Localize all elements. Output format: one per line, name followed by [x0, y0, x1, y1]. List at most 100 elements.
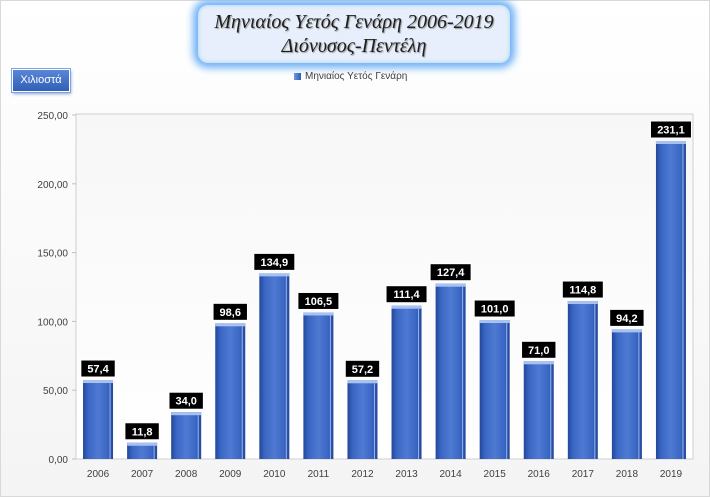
bar-2009: 98,6	[212, 302, 248, 459]
data-label: 34,0	[175, 396, 196, 408]
data-label: 114,8	[569, 285, 596, 297]
bar-2015: 101,0	[473, 299, 516, 459]
bar-top-highlight	[523, 361, 554, 365]
data-label: 134,9	[261, 257, 289, 269]
data-label: 71,0	[528, 345, 549, 357]
x-tick-label: 2006	[87, 469, 110, 480]
data-label-box	[609, 308, 645, 327]
x-axis: 2006 2007 2008 2009 2010 2011 2012 2013 2014 2015…	[87, 469, 683, 480]
bar-top-highlight	[127, 442, 158, 446]
data-label-box	[561, 280, 604, 299]
bar-top-highlight	[303, 312, 334, 316]
x-tick-label: 2012	[351, 469, 374, 480]
bar-top-highlight	[83, 380, 114, 384]
chart-title-line-2: Διόνυσος-Πεντέλη	[281, 35, 427, 57]
y-axis: 0,00 50,00 100,00 150,00 200,00 250,00	[37, 111, 76, 466]
bar-2014: 127,4	[429, 263, 472, 459]
bar-2019: 231,1	[649, 120, 692, 459]
x-tick-label: 2008	[175, 469, 198, 480]
data-label: 106,5	[305, 296, 333, 308]
data-label-box	[429, 263, 472, 282]
y-tick-label: 250,00	[37, 111, 68, 122]
legend-swatch	[294, 72, 301, 80]
y-tick-label: 100,00	[37, 317, 68, 328]
data-label: 231,1	[657, 125, 685, 137]
data-label-box	[212, 302, 248, 321]
bar-body	[479, 320, 510, 459]
data-label: 127,4	[437, 267, 465, 279]
x-tick-label: 2010	[263, 469, 286, 480]
data-label-box	[649, 120, 692, 139]
x-tick-label: 2007	[131, 469, 154, 480]
data-label-box	[473, 299, 516, 318]
bar-body	[655, 141, 686, 459]
data-label-box	[385, 285, 428, 304]
data-label: 111,4	[393, 289, 420, 301]
bar-body	[347, 380, 378, 459]
legend-label: Μηνιαίος Υετός Γενάρη	[305, 70, 408, 82]
data-label-box	[344, 359, 381, 378]
bar-2018: 94,2	[609, 308, 645, 459]
bar-2011: 106,5	[297, 291, 340, 459]
data-label-box	[253, 252, 296, 271]
x-tick-label: 2016	[528, 469, 551, 480]
bar-top-highlight	[391, 305, 422, 309]
bar-body	[391, 305, 422, 459]
data-label: 57,2	[352, 364, 373, 376]
bar-body	[171, 412, 202, 459]
bar-body	[83, 380, 114, 459]
x-tick-label: 2017	[572, 469, 595, 480]
bar-top-highlight	[215, 323, 246, 327]
bar-2010: 134,9	[253, 252, 296, 459]
bar-2012: 57,2	[344, 359, 381, 459]
bar-top-highlight	[435, 283, 466, 287]
data-label-box	[80, 359, 116, 378]
bar-body	[567, 301, 598, 459]
bar-top-highlight	[259, 273, 290, 277]
bar-body	[215, 323, 246, 459]
data-label: 57,4	[87, 364, 109, 376]
x-tick-label: 2019	[660, 469, 683, 480]
bar-body	[523, 361, 554, 459]
legend: Μηνιαίος Υετός Γενάρη	[294, 69, 407, 83]
data-label: 11,8	[132, 426, 153, 438]
bar-body	[303, 312, 334, 459]
data-label-box	[521, 340, 557, 359]
bar-top-highlight	[611, 329, 642, 333]
bar-top-highlight	[655, 141, 686, 145]
x-tick-label: 2009	[219, 469, 242, 480]
bar-top-highlight	[347, 380, 378, 384]
data-label: 101,0	[481, 304, 509, 316]
bar-body	[611, 329, 642, 459]
y-tick-label: 150,00	[37, 249, 68, 260]
x-tick-label: 2011	[308, 469, 330, 480]
x-tick-label: 2014	[439, 469, 462, 480]
bar-2017: 114,8	[561, 280, 604, 459]
chart-title-box: Μηνιαίος Υετός Γενάρη 2006-2019 Διόνυσος…	[198, 5, 510, 63]
x-tick-label: 2015	[484, 469, 507, 480]
bar-2013: 111,4	[385, 285, 428, 459]
bar-top-highlight	[567, 301, 598, 305]
bar-top-highlight	[171, 412, 202, 416]
bar-body	[127, 442, 158, 459]
data-label-box	[124, 422, 160, 441]
bar-body	[435, 283, 466, 459]
data-label: 94,2	[616, 313, 637, 325]
bar-2007: 11,8	[124, 422, 160, 459]
y-axis-label: Χιλιοστά	[12, 69, 70, 92]
x-tick-label: 2013	[395, 469, 418, 480]
data-label-box	[168, 391, 204, 410]
y-tick-label: 200,00	[37, 180, 68, 191]
bar-2006: 57,4	[80, 359, 116, 459]
bar-2016: 71,0	[521, 340, 557, 459]
bar-top-highlight	[479, 320, 510, 324]
bar-body	[259, 273, 290, 459]
y-tick-label: 0,00	[49, 455, 69, 466]
x-tick-label: 2018	[616, 469, 639, 480]
data-label: 98,6	[220, 307, 241, 319]
bars: 57,4 11,8 34,0 98,6 134,9 106,5 57,2 111,4 127,4…	[80, 120, 692, 459]
bar-2008: 34,0	[168, 391, 204, 459]
data-label-box	[297, 291, 340, 310]
chart-title-line-1: Μηνιαίος Υετός Γενάρη 2006-2019	[214, 11, 494, 33]
